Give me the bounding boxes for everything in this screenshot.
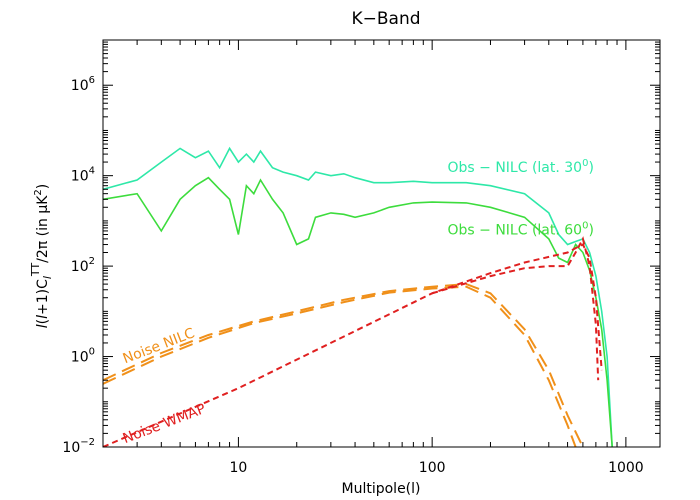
series-line-3 [103, 285, 577, 447]
x-axis-label: Multipole(l) [342, 481, 421, 497]
y-tick-label: 104 [71, 166, 95, 185]
x-tick-label: 1000 [608, 460, 644, 476]
series-line-4 [103, 243, 603, 447]
series-line-2 [103, 283, 584, 447]
series-line-1 [103, 176, 613, 447]
y-tick-label: 102 [71, 256, 95, 275]
series-label-1: Obs − NILC (lat. 600) [447, 221, 593, 239]
series-label-0: Obs − NILC (lat. 300) [447, 158, 593, 176]
y-tick-label: 106 [71, 75, 95, 94]
series-group [103, 146, 613, 447]
y-tick-label: 100 [71, 347, 95, 366]
svg-text:l(l+1)ClTT/2π (in μK2): l(l+1)ClTT/2π (in μK2) [29, 184, 54, 329]
plot-frame [102, 39, 661, 448]
x-tick-label: 100 [419, 460, 446, 476]
series-line-0 [103, 146, 613, 447]
chart-title: K−Band [351, 9, 420, 29]
x-tick-label: 10 [230, 460, 248, 476]
y-axis-label: l(l+1)ClTT/2π (in μK2) [29, 184, 54, 329]
ticks-group: 10 100 1000 10−2 100 102 104 106 [62, 40, 660, 476]
y-tick-label: 10−2 [62, 437, 95, 456]
